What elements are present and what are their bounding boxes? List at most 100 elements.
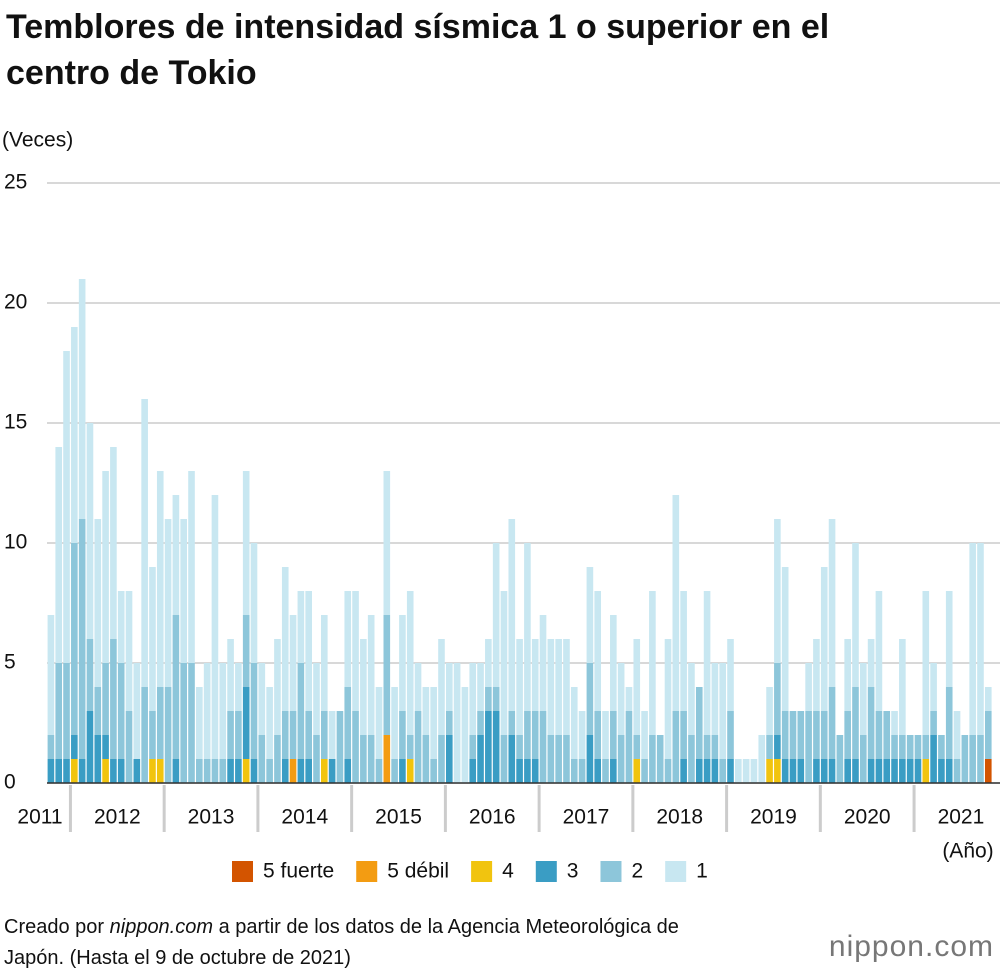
bar-segment xyxy=(297,663,305,759)
bar-segment xyxy=(485,711,492,783)
bar-segment xyxy=(570,759,578,783)
bar-segment xyxy=(891,711,898,735)
bar-segment xyxy=(969,735,976,783)
x-axis-label: (Año) xyxy=(942,840,993,863)
bar-segment xyxy=(688,663,695,735)
bar-segment xyxy=(820,759,828,783)
bar-segment xyxy=(55,447,63,663)
bar-segment xyxy=(922,591,930,735)
bar-segment xyxy=(219,663,227,759)
bar-segment xyxy=(633,759,641,783)
bar-segment xyxy=(485,687,492,711)
bar-segment xyxy=(914,735,922,759)
bar-segment xyxy=(445,711,453,735)
bar-segment xyxy=(539,711,547,783)
bar-segment xyxy=(883,711,891,759)
bar-segment xyxy=(250,543,258,663)
bar-segment xyxy=(828,519,836,687)
bar-segment xyxy=(391,759,398,783)
bar-segment xyxy=(102,663,109,735)
bar-segment xyxy=(477,735,484,783)
bar-segment xyxy=(852,687,859,759)
bar-segment xyxy=(469,759,477,783)
bar-segment xyxy=(961,735,969,783)
bar-segment xyxy=(305,759,312,783)
bar-segment xyxy=(453,663,461,783)
bar-segment xyxy=(313,735,320,783)
bar-segment xyxy=(781,711,789,759)
bar-segment xyxy=(47,735,55,759)
bar-segment xyxy=(672,495,680,711)
bar-segment xyxy=(47,615,55,735)
bar-segment xyxy=(492,543,500,687)
bar-segment xyxy=(477,711,484,735)
x-tick-label: 2016 xyxy=(469,806,516,829)
bar-segment xyxy=(117,591,125,663)
bar-segment xyxy=(352,591,359,711)
y-tick-label: 25 xyxy=(4,171,27,194)
legend-swatch xyxy=(356,861,378,882)
bar-segment xyxy=(891,735,898,759)
bar-segment xyxy=(492,711,500,783)
bar-segment xyxy=(180,519,188,663)
bar-segment xyxy=(828,687,836,759)
bar-segment xyxy=(399,615,406,711)
bar-segment xyxy=(656,735,664,783)
legend-label: 4 xyxy=(502,860,514,883)
legend-label: 3 xyxy=(567,860,579,883)
bar-segment xyxy=(711,735,719,759)
bar-segment xyxy=(289,759,297,783)
bar-segment xyxy=(586,567,594,663)
bar-segment xyxy=(875,591,883,711)
bar-segment xyxy=(524,543,531,711)
bar-segment xyxy=(602,759,609,783)
bar-segment xyxy=(133,759,141,783)
chart-title: Temblores de intensidad sísmica 1 o supe… xyxy=(6,8,830,92)
bar-segment xyxy=(813,711,820,759)
bar-segment xyxy=(141,399,148,687)
bar-segment xyxy=(945,759,953,783)
bar-segment xyxy=(922,759,930,783)
bar-segment xyxy=(852,543,859,687)
bar-segment xyxy=(859,663,867,735)
bar-segment xyxy=(156,759,164,783)
bar-segment xyxy=(883,759,891,783)
bar-segment xyxy=(383,735,391,783)
bar-segment xyxy=(196,759,203,783)
bar-segment xyxy=(469,663,477,735)
bar-segment xyxy=(617,663,625,735)
bar-segment xyxy=(617,735,625,783)
x-tick-label: 2021 xyxy=(938,806,985,829)
bar-segment xyxy=(547,639,555,735)
bar-segment xyxy=(141,687,148,783)
bar-segment xyxy=(125,711,133,783)
bar-segment xyxy=(328,759,336,783)
bar-segment xyxy=(47,759,55,783)
bar-segment xyxy=(149,759,156,783)
bar-segment xyxy=(211,759,219,783)
bar-segment xyxy=(867,639,875,687)
bar-segment xyxy=(563,735,570,783)
bar-segment xyxy=(625,711,633,783)
bar-segment xyxy=(680,591,687,711)
bar-segment xyxy=(55,663,63,759)
bar-segment xyxy=(110,639,117,759)
bar-segment xyxy=(531,759,539,783)
bar-segment xyxy=(71,759,78,783)
bar-segment xyxy=(711,759,719,783)
bar-segment xyxy=(500,591,508,735)
bar-segment xyxy=(86,711,94,783)
bar-segment xyxy=(610,615,617,711)
bar-segment xyxy=(313,663,320,735)
bar-segment xyxy=(188,663,195,783)
bar-segment xyxy=(774,663,781,735)
bar-segment xyxy=(63,663,70,759)
bar-segment xyxy=(133,663,141,759)
bar-segment xyxy=(820,567,828,711)
legend-swatch xyxy=(600,861,622,882)
bar-segment xyxy=(735,759,742,783)
bar-segment xyxy=(641,711,648,759)
bar-segment xyxy=(563,639,570,735)
bar-segment xyxy=(531,711,539,759)
bar-segment xyxy=(164,687,172,783)
